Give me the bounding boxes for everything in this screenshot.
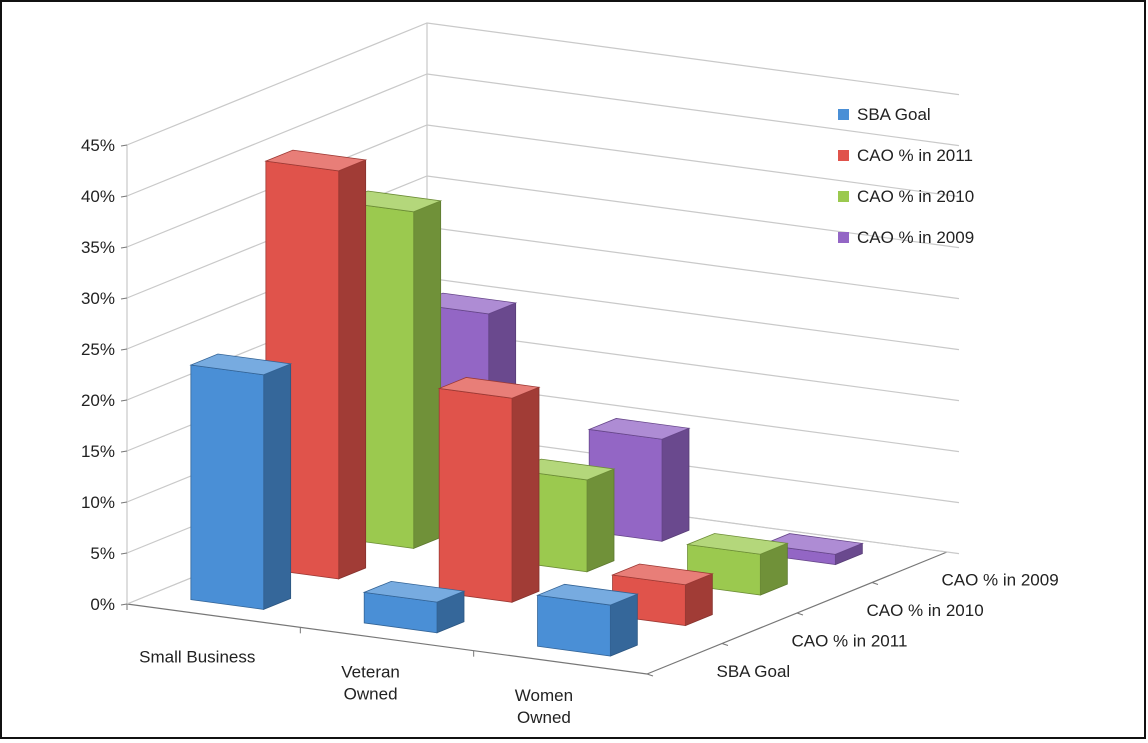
y-tick-mark [120, 399, 128, 402]
legend-item: SBA Goal [838, 105, 931, 124]
bar-top [587, 418, 691, 440]
legend-label: CAO % in 2011 [857, 146, 973, 165]
bar-top [437, 377, 541, 399]
gridline [126, 22, 960, 146]
legend-swatch [838, 109, 849, 120]
gridline [126, 124, 960, 248]
depth-tick-mark [721, 643, 729, 646]
bar-side [263, 363, 292, 611]
y-tick-mark [120, 246, 128, 249]
legend-label: CAO % in 2009 [857, 228, 974, 247]
category-label: Veteran Owned [341, 663, 400, 704]
legend-label: CAO % in 2010 [857, 187, 974, 206]
depth-tick-mark [871, 582, 879, 585]
bar-top [362, 580, 466, 603]
depth-tick-mark [796, 612, 804, 616]
x-axis-category-labels: Small Business Veteran Owned Women Owned [126, 604, 573, 727]
y-tick-label: 15% [81, 442, 115, 461]
gridline [126, 73, 960, 197]
bar-sba-goal-1 [362, 580, 466, 634]
depth-tick-mark [646, 673, 654, 677]
bar-front [438, 387, 513, 603]
y-tick-mark [120, 552, 128, 555]
y-tick-label: 10% [81, 493, 115, 512]
bar-sba-goal-0 [189, 353, 293, 611]
y-tick-mark [120, 144, 128, 147]
y-tick-mark [120, 348, 128, 351]
chart-legend: SBA Goal CAO % in 2011 CAO % in 2010 CAO % … [838, 105, 974, 247]
bar-top [685, 533, 789, 555]
legend-swatch [838, 232, 849, 243]
y-tick-label: 40% [81, 187, 115, 206]
y-tick-mark [120, 450, 128, 453]
bar-side [338, 159, 367, 580]
y-tick-mark [120, 195, 128, 198]
gridline [126, 226, 960, 350]
bar-top [760, 533, 864, 555]
y-tick-label: 0% [90, 595, 115, 614]
y-tick-label: 35% [81, 238, 115, 257]
category-label: Small Business [139, 647, 255, 666]
bar-top [264, 149, 368, 172]
bar-front [190, 364, 265, 610]
depth-label: CAO % in 2009 [942, 570, 1059, 589]
bar-side [586, 468, 615, 573]
bar-cao-in-2011-1 [437, 377, 541, 603]
legend-item: CAO % in 2010 [838, 187, 974, 206]
y-tick-label: 30% [81, 289, 115, 308]
gridline [126, 175, 960, 299]
category-label: Women Owned [515, 686, 573, 727]
y-tick-mark [120, 501, 128, 504]
y-tick-mark [120, 297, 128, 300]
legend-swatch [838, 191, 849, 202]
y-tick-label: 20% [81, 391, 115, 410]
bar-side [413, 200, 442, 550]
x-axis-line [126, 603, 648, 675]
legend-item: CAO % in 2009 [838, 228, 974, 247]
bar-side [661, 427, 690, 542]
bar-front [537, 594, 611, 657]
depth-label: CAO % in 2011 [792, 631, 908, 650]
legend-item: CAO % in 2011 [838, 146, 973, 165]
bar-sba-goal-2 [535, 583, 639, 657]
depth-label: SBA Goal [717, 662, 791, 681]
y-tick-label: 5% [90, 544, 115, 563]
bar-top [189, 353, 293, 376]
legend-label: SBA Goal [857, 105, 931, 124]
chart-bars [189, 149, 864, 657]
y-tick-mark [120, 603, 128, 606]
legend-swatch [838, 150, 849, 161]
y-axis-ticks: 0% 5% 10% 15% 20% 25% 30% 35% 40% 45% [81, 136, 115, 614]
y-tick-label: 45% [81, 136, 115, 155]
depth-label: CAO % in 2010 [867, 601, 984, 620]
y-tick-label: 25% [81, 340, 115, 359]
bar-side [511, 386, 540, 603]
bar-top [610, 563, 714, 586]
bar-top [535, 583, 639, 606]
